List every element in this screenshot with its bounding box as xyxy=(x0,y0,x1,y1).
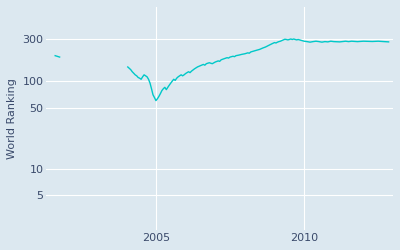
Y-axis label: World Ranking: World Ranking xyxy=(7,78,17,159)
